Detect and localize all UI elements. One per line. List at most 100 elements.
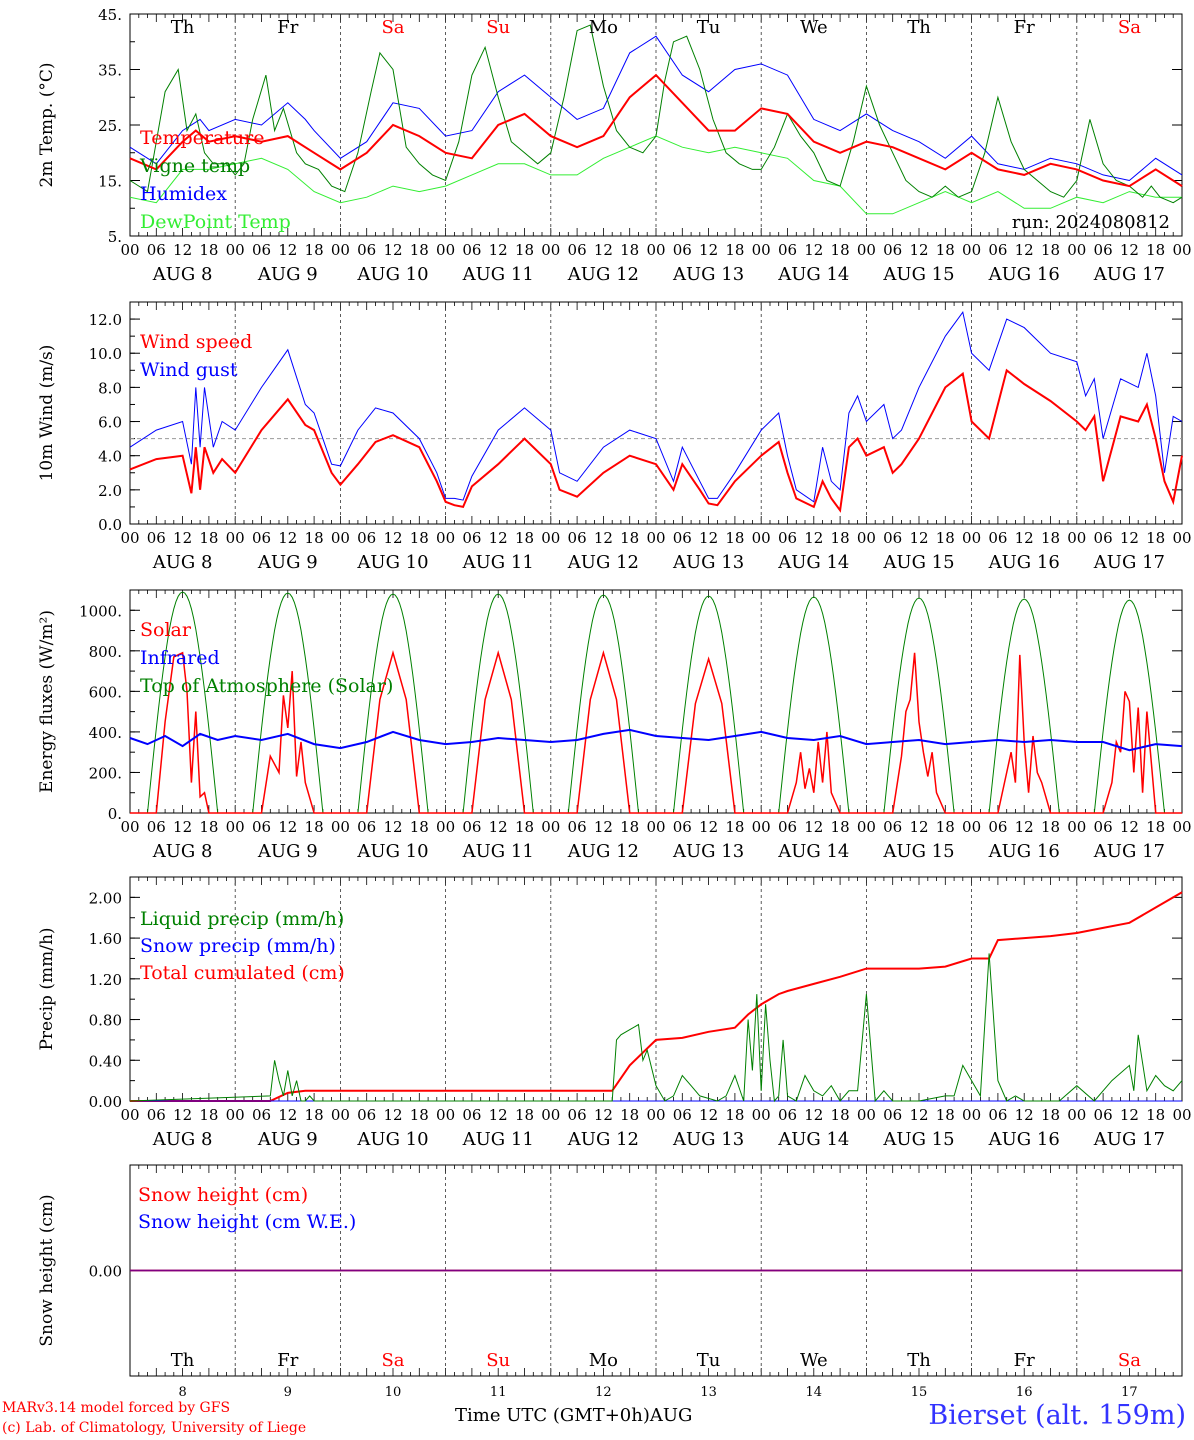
day-number-label: 10 [385,1385,402,1400]
weekday-label: Fr [1014,1350,1035,1371]
hour-tick-label: 00 [1172,241,1191,259]
temp-y-label: 2m Temp. (°C) [37,62,57,187]
wind-x-ticks [129,302,1183,524]
hour-tick-label: 12 [699,241,718,259]
infrared-line [129,728,1183,752]
precip-y-tick-label: 1.60 [89,930,122,948]
hour-tick-label: 12 [1015,529,1034,547]
hour-tick-label: 00 [857,241,876,259]
date-label: AUG 14 [777,264,849,285]
temp-legend-entry: Humidex [140,183,227,205]
date-label: AUG 16 [988,264,1060,285]
hour-tick-label: 18 [620,1106,639,1124]
energy-y-tick-label: 800. [89,643,122,661]
wind-series-line [129,311,1183,503]
hour-tick-label: 12 [804,818,823,836]
hour-tick-label: 00 [541,1106,560,1124]
hour-tick-label: 12 [909,1106,928,1124]
hour-tick-label: 06 [883,818,902,836]
hour-tick-label: 18 [936,818,955,836]
hour-tick-label: 12 [909,241,928,259]
day-number-label: 15 [911,1385,928,1400]
date-label: AUG 13 [672,552,744,573]
hour-tick-label: 12 [594,241,613,259]
hour-tick-label: 00 [331,1106,350,1124]
hour-tick-label: 12 [1015,1106,1034,1124]
hour-tick-label: 18 [305,1106,324,1124]
hour-tick-label: 18 [305,241,324,259]
hour-tick-label: 06 [462,818,481,836]
hour-tick-label: 12 [699,529,718,547]
date-label: AUG 17 [1093,552,1165,573]
energy-legend-entry: Top of Atmosphere (Solar) [140,675,393,697]
hour-tick-label: 18 [831,818,850,836]
hour-tick-label: 00 [962,529,981,547]
wind-y-tick-label: 12.0 [89,311,122,329]
hour-tick-label: 18 [515,529,534,547]
date-label: AUG 10 [356,841,428,862]
hour-tick-label: 18 [620,818,639,836]
hour-tick-label: 00 [1172,818,1191,836]
snow-x-ticks [129,1165,1183,1376]
hour-tick-label: 06 [883,1106,902,1124]
hour-tick-label: 12 [489,241,508,259]
hour-tick-label: 06 [988,529,1007,547]
hour-tick-label: 06 [568,818,587,836]
hour-tick-label: 12 [489,818,508,836]
hour-tick-label: 00 [1067,1106,1086,1124]
weekday-label: Th [907,17,931,38]
date-label: AUG 10 [356,552,428,573]
date-label: AUG 10 [356,264,428,285]
hour-tick-label: 00 [1067,818,1086,836]
date-label: AUG 16 [988,552,1060,573]
hour-tick-label: 00 [436,818,455,836]
hour-tick-label: 06 [357,818,376,836]
temp-series-line [129,73,1183,188]
date-label: AUG 11 [462,264,534,285]
solar-line [130,650,1182,814]
hour-tick-label: 06 [147,529,166,547]
energy-x-ticks [129,590,1183,813]
hour-tick-label: 18 [199,529,218,547]
temp-y-tick-label: 25. [98,117,122,135]
wind-y-tick-label: 10.0 [89,345,122,363]
hour-tick-label: 12 [489,1106,508,1124]
hour-tick-label: 00 [436,241,455,259]
precip-y-tick-label: 1.20 [89,971,122,989]
wind-y-tick-label: 8.0 [98,379,122,397]
hour-tick-label: 06 [988,1106,1007,1124]
hour-tick-label: 12 [383,1106,402,1124]
hour-tick-label: 12 [1120,1106,1139,1124]
hour-tick-label: 12 [1015,241,1034,259]
weekday-label: Su [486,17,510,38]
hour-tick-label: 12 [489,529,508,547]
x-axis-title: Time UTC (GMT+0h)AUG [455,1405,693,1426]
weekday-label: Th [171,17,195,38]
hour-tick-label: 18 [1041,818,1060,836]
weekday-label: Sa [1118,1350,1141,1371]
hour-tick-label: 18 [515,818,534,836]
date-label: AUG 11 [462,841,534,862]
hour-tick-label: 06 [462,241,481,259]
hour-tick-label: 12 [1015,818,1034,836]
precip-legend-entry: Snow precip (mm/h) [140,935,336,957]
temp-series-line [129,35,1183,182]
hour-tick-label: 18 [620,241,639,259]
hour-tick-label: 06 [462,1106,481,1124]
hour-tick-label: 06 [357,241,376,259]
day-number-label: 9 [284,1385,292,1400]
wind-y-tick-label: 2.0 [98,482,122,500]
wind-y-tick-label: 6.0 [98,414,122,432]
day-number-label: 16 [1016,1385,1033,1400]
hour-tick-label: 06 [252,1106,271,1124]
hour-tick-label: 00 [541,241,560,259]
wind-series-line [129,368,1183,513]
precip-series-line [129,953,1183,1103]
precip-legend-entry: Total cumulated (cm) [140,962,345,984]
temp-run-label: run: 2024080812 [1012,212,1170,233]
date-label: AUG 14 [777,841,849,862]
energy-legend-entry: Solar [140,619,192,641]
day-number-label: 8 [178,1385,186,1400]
hour-tick-label: 18 [831,1106,850,1124]
hour-tick-label: 06 [673,1106,692,1124]
